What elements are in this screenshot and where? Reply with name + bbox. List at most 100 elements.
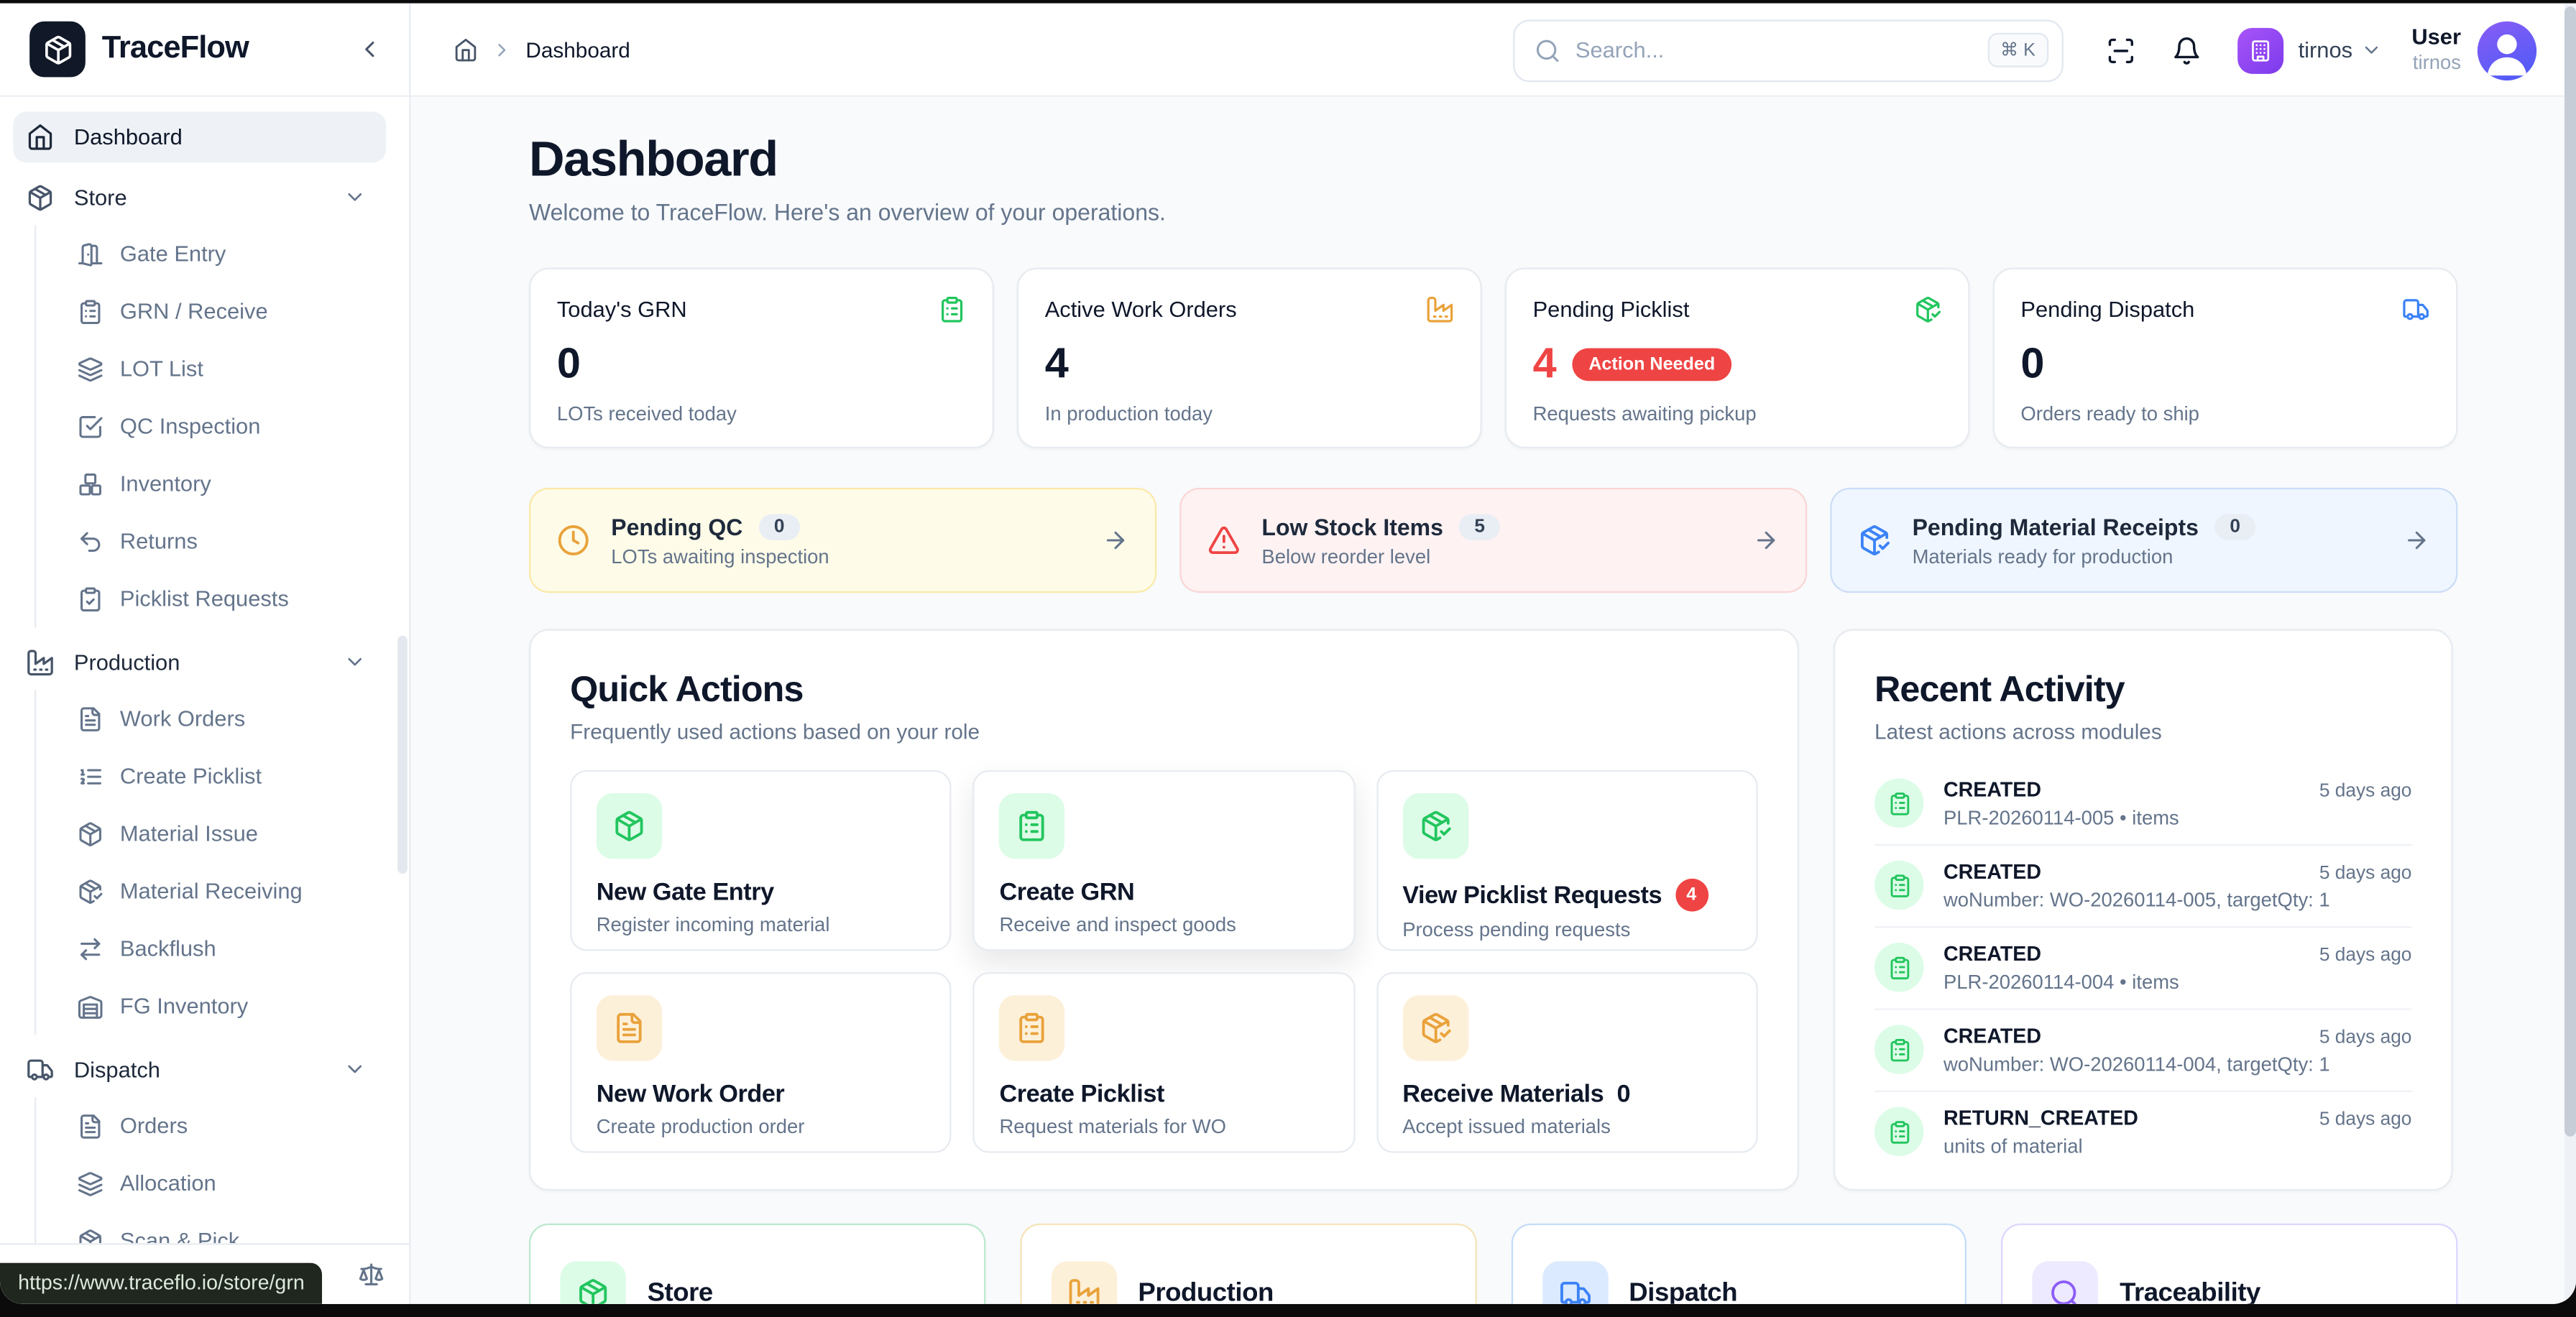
file-text-icon xyxy=(77,706,104,732)
alert-count-badge: 5 xyxy=(1459,513,1500,540)
clipboard-list-icon xyxy=(1887,1119,1911,1144)
search-icon xyxy=(1535,37,1561,63)
quick-action-title: New Gate Entry xyxy=(596,878,774,907)
activity-row[interactable]: CREATED 5 days ago woNumber: WO-20260114-… xyxy=(1874,1008,2412,1090)
sidebar-item-material-receiving[interactable]: Material Receiving xyxy=(36,862,386,920)
sidebar-item-label: FG Inventory xyxy=(119,993,249,1019)
sidebar-group-store[interactable]: Store xyxy=(13,172,386,222)
activity-row[interactable]: CREATED 5 days ago PLR-20260114-004 • ite… xyxy=(1874,926,2412,1008)
sidebar-item-work-orders[interactable]: Work Orders xyxy=(36,690,386,747)
module-cards-row: Store Production Dispatch Traceability xyxy=(528,1223,2458,1304)
search-shortcut-badge: ⌘ K xyxy=(1987,32,2049,68)
activity-row[interactable]: RETURN_CREATED 5 days ago units of materi… xyxy=(1874,1090,2412,1173)
stat-desc: Requests awaiting pickup xyxy=(1532,402,1757,425)
user-meta: User tirnos xyxy=(2411,24,2461,76)
user-org: tirnos xyxy=(2412,51,2461,75)
package-check-icon xyxy=(77,878,104,905)
search-input[interactable] xyxy=(1575,37,1987,63)
quick-action-new-gate-entry[interactable]: New Gate Entry Register incoming materia… xyxy=(570,770,952,951)
stat-value: 4 xyxy=(1044,338,1069,388)
clipboard-list-icon xyxy=(1887,791,1911,815)
sidebar-item-returns[interactable]: Returns xyxy=(36,512,386,570)
sidebar-item-fg-inventory[interactable]: FG Inventory xyxy=(36,977,386,1035)
activity-row[interactable]: CREATED 5 days ago woNumber: WO-20260114-… xyxy=(1874,844,2412,926)
notifications-button[interactable] xyxy=(2165,29,2207,71)
sidebar: TraceFlow Dashboard Store Gate Entry GRN… xyxy=(0,3,411,1304)
stat-card-todays-grn[interactable]: Today's GRN 0 LOTs received today xyxy=(528,267,994,448)
sidebar-item-orders[interactable]: Orders xyxy=(36,1097,386,1155)
package-check-icon xyxy=(1419,810,1452,843)
search-icon xyxy=(2049,1277,2082,1304)
sidebar-item-grn-receive[interactable]: GRN / Receive xyxy=(36,282,386,340)
activity-desc: woNumber: WO-20260114-004, targetQty: 1 xyxy=(1943,1053,2330,1076)
quick-action-create-grn[interactable]: Create GRN Receive and inspect goods xyxy=(972,770,1355,951)
alert-low-stock[interactable]: Low Stock Items 5 Below reorder level xyxy=(1179,487,1808,593)
stat-value: 0 xyxy=(556,338,581,388)
recent-activity-panel: Recent Activity Latest actions across mo… xyxy=(1833,629,2453,1191)
alert-pending-material-receipts[interactable]: Pending Material Receipts 0 Materials re… xyxy=(1830,487,2458,593)
sidebar-item-label: Returns xyxy=(119,528,198,554)
quick-action-view-picklist-requests[interactable]: View Picklist Requests 4 Process pending… xyxy=(1376,770,1758,951)
package-icon xyxy=(27,183,55,211)
sidebar-item-scan-pick[interactable]: Scan & Pick xyxy=(36,1212,386,1244)
sidebar-item-gate-entry[interactable]: Gate Entry xyxy=(36,225,386,282)
page-scrollbar[interactable] xyxy=(2564,3,2576,1304)
list-ordered-icon xyxy=(77,763,104,790)
sidebar-group-production[interactable]: Production xyxy=(13,637,386,687)
activity-desc: PLR-20260114-004 • items xyxy=(1943,970,2179,994)
quick-action-new-work-order[interactable]: New Work Order Create production order xyxy=(570,972,952,1153)
quick-action-title: Receive Materials xyxy=(1402,1080,1604,1109)
scale-icon[interactable] xyxy=(358,1261,385,1288)
bell-icon xyxy=(2172,35,2202,65)
sidebar-group-dispatch[interactable]: Dispatch xyxy=(13,1045,386,1094)
file-text-icon xyxy=(613,1012,646,1045)
quick-action-create-picklist[interactable]: Create Picklist Request materials for WO xyxy=(972,972,1355,1153)
activity-time: 5 days ago xyxy=(2319,781,2412,802)
dispatch-sub-list: Orders Allocation Scan & Pick xyxy=(34,1096,386,1244)
sidebar-item-picklist-requests[interactable]: Picklist Requests xyxy=(36,570,386,627)
sidebar-item-qc-inspection[interactable]: QC Inspection xyxy=(36,397,386,455)
breadcrumb-current[interactable]: Dashboard xyxy=(525,37,630,63)
module-card-store[interactable]: Store xyxy=(528,1223,985,1304)
alert-desc: LOTs awaiting inspection xyxy=(611,544,829,568)
sidebar-item-create-picklist[interactable]: Create Picklist xyxy=(36,747,386,805)
stat-card-active-work-orders[interactable]: Active Work Orders 4 In production today xyxy=(1016,267,1482,448)
alert-pending-qc[interactable]: Pending QC 0 LOTs awaiting inspection xyxy=(528,487,1157,593)
quick-action-receive-materials[interactable]: Receive Materials 0 Accept issued materi… xyxy=(1376,972,1758,1153)
alert-banners-row: Pending QC 0 LOTs awaiting inspection Lo… xyxy=(528,487,2458,593)
module-card-production[interactable]: Production xyxy=(1019,1223,1476,1304)
alert-title: Low Stock Items xyxy=(1261,513,1443,540)
user-silhouette-icon xyxy=(2487,33,2527,75)
org-switcher[interactable]: tirnos xyxy=(2237,27,2382,73)
layers-icon xyxy=(77,356,104,382)
sidebar-item-material-issue[interactable]: Material Issue xyxy=(36,805,386,862)
activity-row[interactable]: CREATED 5 days ago PLR-20260114-005 • ite… xyxy=(1874,764,2411,844)
page-scrollbar-thumb[interactable] xyxy=(2564,6,2576,1137)
sidebar-item-inventory[interactable]: Inventory xyxy=(36,455,386,512)
sidebar-scrollbar-thumb[interactable] xyxy=(397,635,408,874)
arrows-left-right-icon xyxy=(77,935,104,962)
scan-button[interactable] xyxy=(2099,29,2142,71)
factory-icon xyxy=(1067,1277,1100,1304)
module-card-traceability[interactable]: Traceability xyxy=(2001,1223,2458,1304)
stat-card-pending-picklist[interactable]: Pending Picklist 4 Action Needed Request… xyxy=(1504,267,1970,448)
app-logo[interactable] xyxy=(29,21,86,78)
sidebar-collapse-button[interactable] xyxy=(353,33,386,66)
sidebar-item-backflush[interactable]: Backflush xyxy=(36,920,386,977)
arrow-right-icon xyxy=(2404,527,2430,554)
package-check-icon xyxy=(1858,524,1891,557)
sidebar-item-lot-list[interactable]: LOT List xyxy=(36,340,386,397)
chevron-down-icon xyxy=(344,185,367,208)
clipboard-check-icon xyxy=(77,586,104,612)
package-icon xyxy=(576,1277,610,1304)
stat-card-pending-dispatch[interactable]: Pending Dispatch 0 Orders ready to ship xyxy=(1992,267,2458,448)
sidebar-item-dashboard[interactable]: Dashboard xyxy=(13,111,387,163)
activity-time: 5 days ago xyxy=(2319,946,2412,966)
sidebar-item-allocation[interactable]: Allocation xyxy=(36,1155,386,1212)
activity-time: 5 days ago xyxy=(2319,1027,2412,1048)
module-card-dispatch[interactable]: Dispatch xyxy=(1510,1223,1967,1304)
clipboard-list-icon xyxy=(1016,810,1049,843)
avatar[interactable] xyxy=(2477,20,2537,80)
home-icon[interactable] xyxy=(454,38,478,63)
truck-icon xyxy=(1558,1277,1591,1304)
